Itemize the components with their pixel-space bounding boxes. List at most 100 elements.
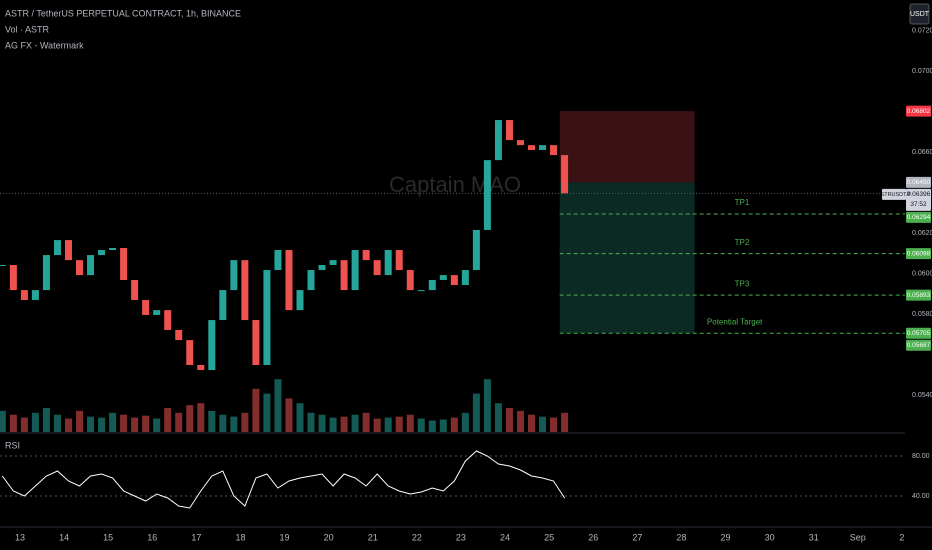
candle: [9, 264, 17, 291]
candle: [285, 250, 293, 311]
volume-bar: [131, 417, 139, 432]
volume-bar: [164, 408, 172, 432]
candle: [505, 120, 513, 141]
candle: [373, 260, 381, 276]
x-tick-label: 15: [103, 532, 113, 542]
volume-bar: [53, 414, 61, 432]
volume-bar: [362, 412, 370, 432]
candle: [428, 279, 436, 291]
candle: [175, 329, 183, 341]
volume-bar: [197, 403, 205, 432]
y-tick-label: 0.05400: [912, 392, 932, 399]
volume-bar: [31, 412, 39, 432]
price-tag: [906, 289, 931, 301]
candle: [208, 320, 216, 371]
volume-bar: [550, 417, 558, 432]
volume-bar: [494, 403, 502, 432]
currency-label[interactable]: USDT: [910, 11, 930, 18]
candle: [516, 140, 524, 146]
candle: [186, 340, 194, 365]
candle: [252, 320, 260, 365]
volume-bar: [351, 414, 359, 432]
x-tick-label: 29: [721, 532, 731, 542]
candle: [494, 120, 502, 161]
volume-bar: [98, 417, 106, 432]
price-tag: [906, 211, 931, 223]
volume-bar: [483, 379, 491, 432]
volume-bar: [9, 414, 17, 432]
candle: [550, 145, 558, 156]
volume-bar: [142, 415, 150, 432]
volume-bar: [0, 410, 6, 432]
candle: [384, 250, 392, 276]
price-tag: [906, 327, 931, 339]
watermark: Captain MAO: [389, 172, 521, 197]
volume-bar: [64, 418, 72, 432]
x-tick-label: 13: [15, 532, 25, 542]
volume-bar: [252, 388, 260, 432]
candle: [142, 300, 150, 315]
rsi-title: RSI: [5, 440, 20, 450]
candle: [483, 160, 491, 230]
candle: [109, 247, 117, 251]
symbol-tag: [882, 188, 906, 200]
volume-bar: [384, 417, 392, 432]
x-tick-label: 2: [899, 532, 904, 542]
candle: [439, 275, 447, 280]
volume-bar: [450, 417, 458, 432]
volume-bar: [461, 412, 469, 432]
volume-bar: [318, 414, 326, 432]
volume-bar: [428, 420, 436, 432]
candle: [329, 260, 337, 265]
volume-bar: [539, 416, 547, 432]
x-tick-label: 27: [632, 532, 642, 542]
volume-bar: [285, 398, 293, 432]
price-tag: [906, 176, 931, 188]
volume-bar: [87, 416, 95, 432]
price-tag-label: 0.05705: [907, 330, 931, 337]
volume-bar: [561, 412, 569, 432]
x-tick-label: 28: [676, 532, 686, 542]
price-tag-label: 0.05893: [907, 292, 931, 299]
x-tick-label: 20: [324, 532, 334, 542]
volume-bar: [42, 408, 50, 432]
candle: [153, 310, 161, 315]
target-label: TP1: [735, 198, 750, 207]
x-tick-label: 24: [500, 532, 510, 542]
volume-bar: [439, 419, 447, 432]
price-tag: [906, 188, 931, 211]
candle: [362, 250, 370, 261]
candle: [164, 310, 172, 330]
x-tick-label: 31: [809, 532, 819, 542]
candle: [527, 145, 535, 151]
indicator-label: Vol · ASTR: [5, 24, 50, 34]
candle: [131, 279, 139, 301]
x-tick-label: 26: [588, 532, 598, 542]
x-tick-label: 25: [544, 532, 554, 542]
candle: [539, 145, 547, 151]
volume-bar: [329, 417, 337, 432]
price-tag-label: 0.05687: [907, 342, 931, 349]
candle: [87, 255, 95, 276]
volume-bar: [20, 417, 28, 432]
candle: [406, 270, 414, 291]
candle: [0, 264, 6, 266]
volume-bar: [505, 408, 513, 432]
x-tick-label: 14: [59, 532, 69, 542]
candle: [20, 290, 28, 301]
currency-button[interactable]: [909, 3, 930, 25]
price-tag-label: 0.06396: [907, 191, 931, 198]
x-tick-label: 22: [412, 532, 422, 542]
candle: [241, 260, 249, 321]
price-tag-label: 0.06294: [907, 214, 931, 221]
price-tag-label: 0.06802: [907, 108, 931, 115]
price-tag: [906, 248, 931, 260]
price-tag: [906, 339, 931, 351]
volume-bar: [120, 414, 128, 432]
rsi-line: [1, 450, 566, 509]
